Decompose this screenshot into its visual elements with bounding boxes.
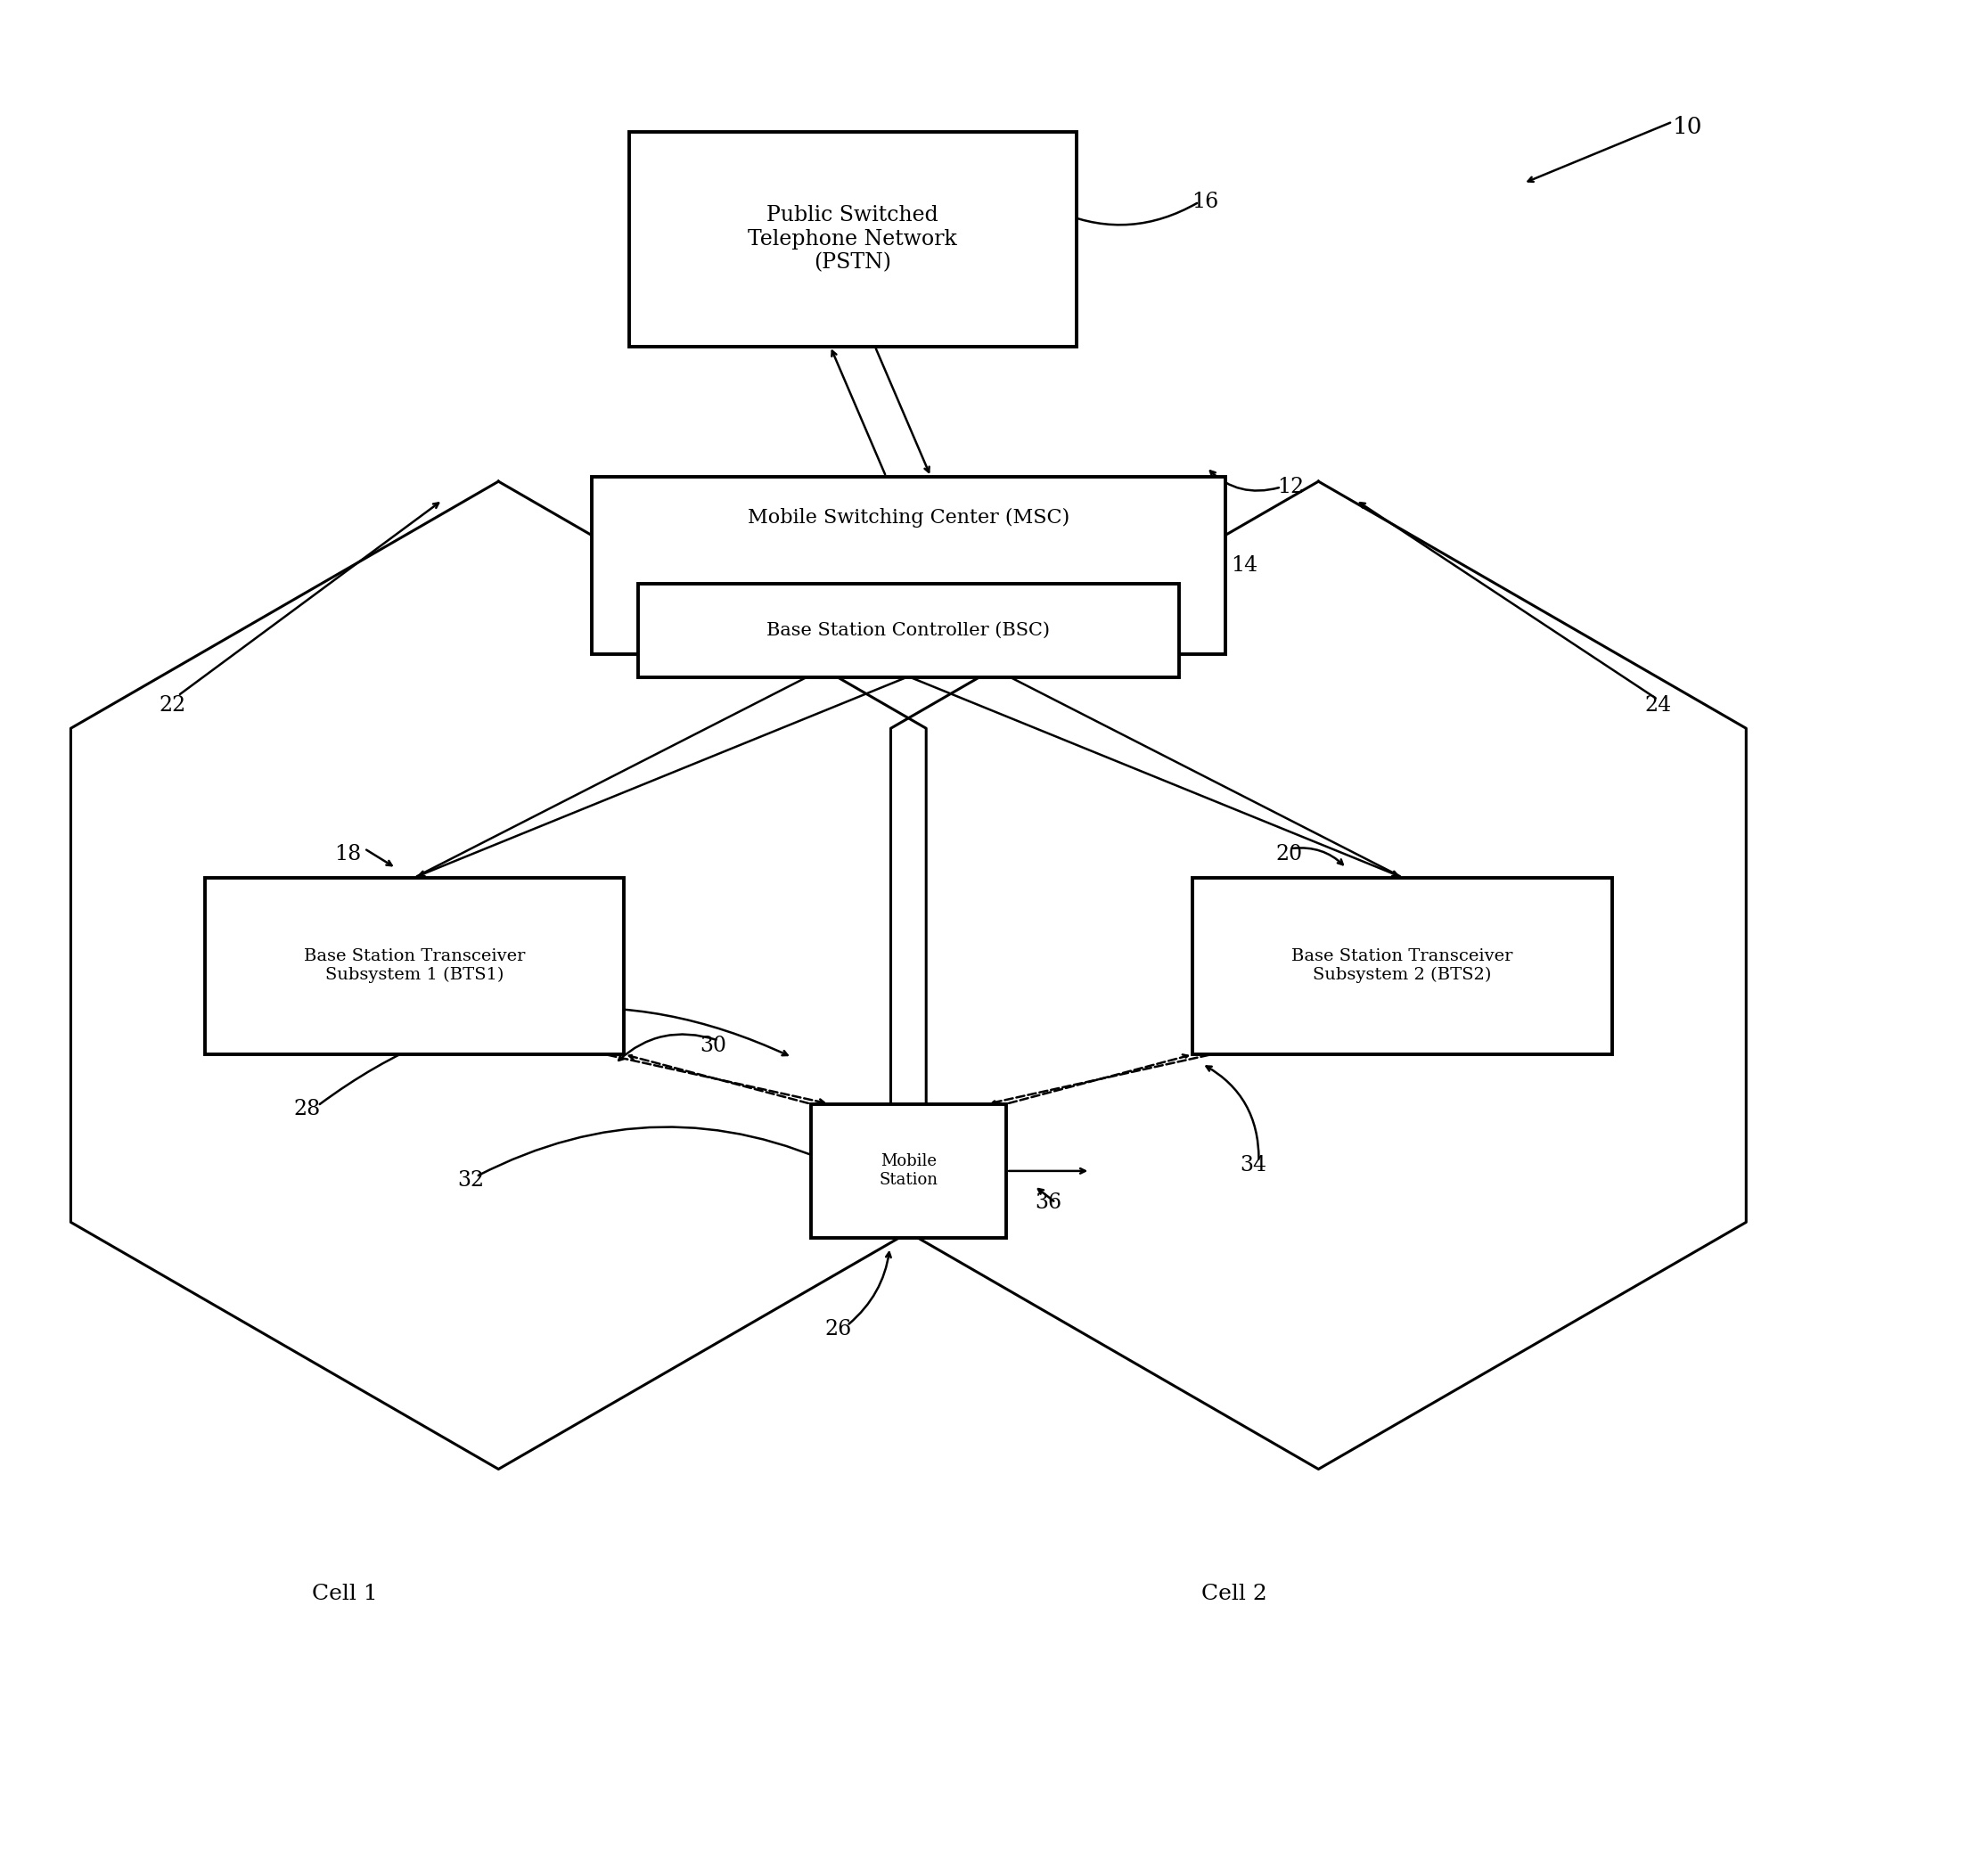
Text: 28: 28 [293, 1099, 320, 1120]
Text: Mobile
Station: Mobile Station [879, 1154, 938, 1188]
Text: Cell 1: Cell 1 [313, 1583, 377, 1604]
Text: Base Station Transceiver
Subsystem 1 (BTS1): Base Station Transceiver Subsystem 1 (BT… [305, 949, 525, 983]
Text: Cell 2: Cell 2 [1201, 1583, 1266, 1604]
Text: Public Switched
Telephone Network
(PSTN): Public Switched Telephone Network (PSTN) [747, 204, 957, 274]
FancyBboxPatch shape [629, 131, 1075, 347]
Text: 10: 10 [1673, 116, 1703, 139]
Text: 36: 36 [1036, 1193, 1062, 1214]
Text: 16: 16 [1191, 191, 1219, 212]
Text: 24: 24 [1646, 694, 1671, 715]
Text: Base Station Transceiver
Subsystem 2 (BTS2): Base Station Transceiver Subsystem 2 (BT… [1292, 949, 1514, 983]
Text: 34: 34 [1241, 1156, 1266, 1176]
Text: 12: 12 [1278, 477, 1303, 497]
FancyBboxPatch shape [639, 583, 1180, 677]
Text: Mobile Switching Center (MSC): Mobile Switching Center (MSC) [747, 508, 1070, 527]
FancyBboxPatch shape [810, 1103, 1007, 1238]
Text: 18: 18 [334, 844, 362, 865]
Text: Base Station Controller (BSC): Base Station Controller (BSC) [767, 623, 1050, 640]
Text: 26: 26 [824, 1319, 851, 1339]
FancyBboxPatch shape [592, 477, 1225, 655]
Text: 32: 32 [458, 1171, 484, 1191]
Text: 22: 22 [159, 694, 187, 715]
Text: 14: 14 [1231, 555, 1258, 576]
Text: 30: 30 [700, 1036, 727, 1056]
FancyBboxPatch shape [1193, 878, 1612, 1054]
Text: 20: 20 [1276, 844, 1301, 865]
FancyBboxPatch shape [204, 878, 625, 1054]
